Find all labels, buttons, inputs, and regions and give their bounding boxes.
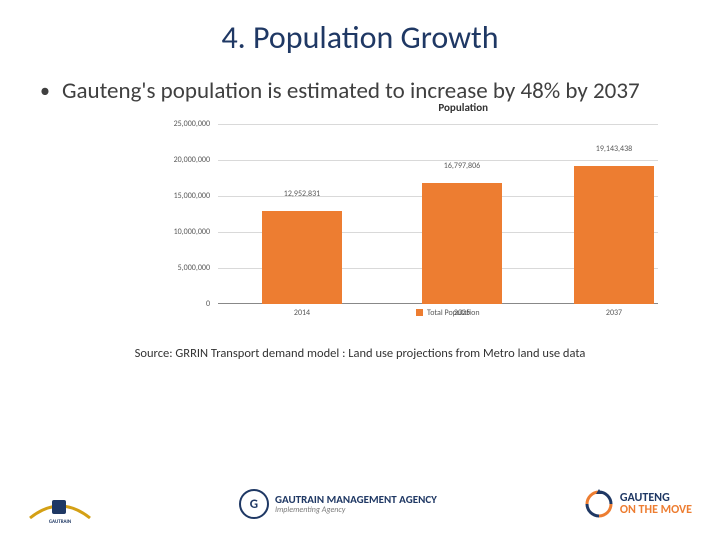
y-tick-label: 10,000,000 [174, 227, 210, 237]
logo-gauteng-on-the-move: GAUTENG ON THE MOVE [584, 489, 692, 519]
gridline [218, 160, 658, 161]
bullet-marker: • [40, 77, 50, 105]
legend-swatch [416, 309, 423, 316]
source-citation: Source: GRRIN Transport demand model : L… [40, 346, 680, 361]
y-tick-label: 5,000,000 [178, 263, 210, 273]
gom-arrows-icon [584, 489, 614, 519]
x-tick-label: 2025 [454, 308, 470, 318]
page-title: 4. Population Growth [40, 18, 680, 57]
svg-text:GAUTRAIN: GAUTRAIN [49, 519, 71, 524]
gom-text: GAUTENG ON THE MOVE [620, 492, 692, 516]
bar-value-label: 16,797,806 [444, 161, 480, 171]
gom-line2: ON THE MOVE [620, 504, 692, 516]
gma-circle-icon: G [239, 489, 269, 519]
bar-value-label: 19,143,438 [596, 144, 632, 154]
chart-plot-area: 05,000,00010,000,00015,000,00020,000,000… [218, 124, 658, 304]
gma-line1: GAUTRAIN MANAGEMENT AGENCY [275, 494, 437, 506]
y-tick-label: 25,000,000 [174, 119, 210, 129]
population-chart: Population 05,000,00010,000,00015,000,00… [150, 88, 690, 338]
bar [574, 166, 654, 304]
gautrain-icon: GAUTRAIN [28, 484, 92, 524]
bar [262, 211, 342, 304]
footer-logos: GAUTRAIN G GAUTRAIN MANAGEMENT AGENCY Im… [0, 480, 720, 528]
bar [422, 183, 502, 304]
x-tick-label: 2037 [606, 308, 622, 318]
y-tick-label: 15,000,000 [174, 191, 210, 201]
logo-gautrain: GAUTRAIN [28, 484, 92, 524]
gridline [218, 124, 658, 125]
y-tick-label: 0 [206, 299, 210, 309]
slide: 4. Population Growth • Gauteng's populat… [0, 0, 720, 540]
chart-title: Population [438, 101, 488, 114]
logo-gma: G GAUTRAIN MANAGEMENT AGENCY Implementin… [239, 489, 437, 519]
y-tick-label: 20,000,000 [174, 155, 210, 165]
gma-text: GAUTRAIN MANAGEMENT AGENCY Implementing … [275, 494, 437, 515]
x-tick-label: 2014 [294, 308, 310, 318]
bar-value-label: 12,952,831 [284, 189, 320, 199]
gma-line2: Implementing Agency [275, 506, 437, 515]
